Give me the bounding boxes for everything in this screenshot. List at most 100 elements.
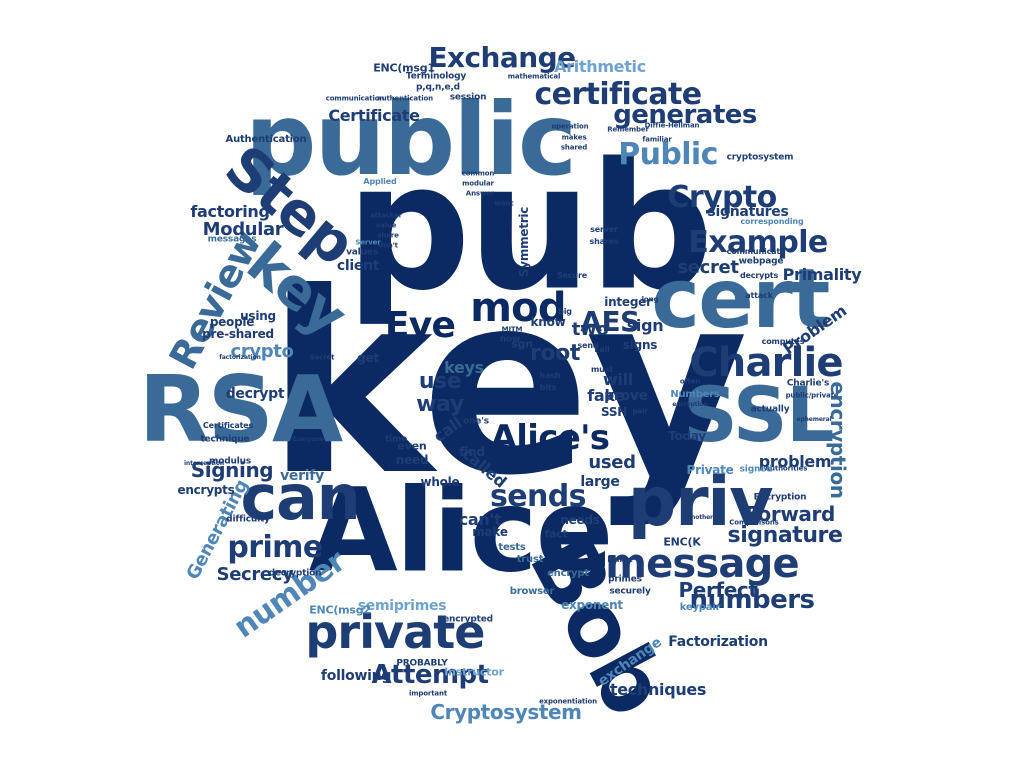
word-messages: messages (207, 234, 257, 245)
word-people: people (209, 315, 255, 329)
word-time: time (384, 434, 408, 445)
word-charlies: Charlie's (786, 378, 830, 389)
word-encrypts: encrypts (177, 483, 235, 497)
word-terminology: Terminology (405, 71, 467, 82)
word-ephemeral: ephemeral (796, 416, 832, 423)
word-cryptosystem: Cryptosystem (430, 700, 582, 724)
word-following: following (320, 668, 392, 684)
word-example: Example (688, 225, 828, 260)
word-ssh: SSH (600, 405, 628, 419)
word-factorization: Factorization (668, 634, 768, 650)
word-modulus: modulus (209, 456, 251, 467)
word-keypair: keypair (679, 602, 721, 613)
word-common: common (461, 169, 495, 178)
word-values: values (346, 247, 378, 258)
word-certificate: certificate (534, 77, 703, 112)
word-priv: priv (627, 463, 774, 542)
word-alices: Alice's (490, 418, 610, 458)
word-today: Today (668, 429, 706, 443)
word-familiar: familiar (642, 135, 672, 144)
word-communicate: communicate (726, 247, 786, 256)
word-perfect: Perfect (678, 578, 758, 602)
word-another: another (687, 514, 713, 521)
word-sgn: sgn (511, 337, 533, 351)
word-cryptosystem-small: cryptosystem (726, 152, 794, 163)
word-private: private (305, 605, 485, 659)
word-make: make (472, 525, 508, 539)
word-signed: signed (739, 464, 773, 475)
word-rsa: RSA (138, 356, 344, 463)
word-primes: primes (608, 574, 642, 585)
word-webpage: webpage (738, 256, 784, 267)
word-corresponding: corresponding (740, 217, 804, 226)
word-authorities: Authorities (764, 464, 808, 473)
word-fake: fake (587, 386, 625, 405)
word-techniques: techniques (609, 680, 707, 699)
word-send: send (577, 341, 599, 350)
word-share: share (377, 231, 399, 240)
word-mathematical: mathematical (507, 72, 561, 81)
word-public: public (244, 81, 577, 198)
word-answer: Answer (465, 189, 495, 198)
word-server-cap: Server (355, 238, 381, 247)
word-crypto-small: crypto (230, 341, 294, 362)
word-securely: securely (609, 586, 651, 597)
word-one: one's (463, 416, 489, 427)
word-signature: signature (727, 523, 843, 548)
word-often: often (679, 377, 701, 386)
word-private-cap: Private (686, 463, 734, 477)
word-long: long (641, 295, 659, 304)
word-using: using (240, 309, 276, 323)
word-computes: computes (761, 337, 805, 346)
word-exchange: Exchange (428, 41, 576, 74)
word-secure: Secure (556, 271, 588, 280)
word-shares: shares (589, 237, 619, 246)
word-signing: Signing (190, 458, 274, 482)
word-root: root (530, 341, 580, 366)
word-decrypts: decrypts (739, 271, 779, 280)
word-need: need (395, 453, 429, 467)
word-fact: fact (544, 527, 568, 541)
word-applied: Applied (363, 177, 397, 186)
word-secret-cap: Secret (309, 353, 335, 362)
word-can: can (240, 461, 360, 534)
word-problem: problem (758, 452, 832, 471)
word-encryption-tiny: encryption (672, 401, 708, 408)
word-way: way (416, 392, 464, 417)
word-crypto: Crypto (667, 180, 777, 215)
word-primality: Primality (782, 265, 862, 284)
word-even: even (397, 439, 427, 453)
word-alice: Alice (308, 464, 614, 599)
word-factorization-small: factorization (219, 354, 261, 361)
word-pub: pub (345, 126, 714, 330)
word-attempt: Attempt (371, 660, 489, 690)
word-makes: makes (561, 133, 587, 142)
word-aes: AES (580, 305, 640, 338)
word-public-cap: Public (618, 137, 718, 172)
word-client: client (336, 258, 380, 274)
word-integer: integer (604, 295, 652, 309)
word-must: must (591, 365, 613, 374)
word-find: find (459, 445, 485, 459)
word-numbers-cap: Numbers (670, 389, 720, 400)
word-enc-msg2: ENC(msg2 (309, 603, 371, 617)
word-arithmetic: Arithmetic (554, 57, 646, 76)
word-prove: prove (604, 388, 648, 404)
word-server: server (590, 225, 618, 234)
word-encryption-small: Encryption (753, 492, 807, 503)
word-verify: verify (280, 468, 324, 484)
word-whole: whole (420, 475, 460, 489)
word-hash: hash (539, 371, 561, 380)
word-operation: operation (551, 122, 589, 131)
word-forward: Forward (745, 502, 835, 526)
word-signatures: signatures (707, 204, 789, 220)
word-message: message (605, 541, 799, 587)
word-difficulty: difficulty (226, 514, 270, 525)
word-big: big (558, 307, 572, 316)
word-signs: signs (622, 338, 658, 352)
word-exponent: exponent (561, 598, 623, 612)
word-symmetric: Symmetric (517, 206, 531, 278)
word-technique: technique (200, 434, 250, 445)
word-now: now (499, 334, 521, 345)
